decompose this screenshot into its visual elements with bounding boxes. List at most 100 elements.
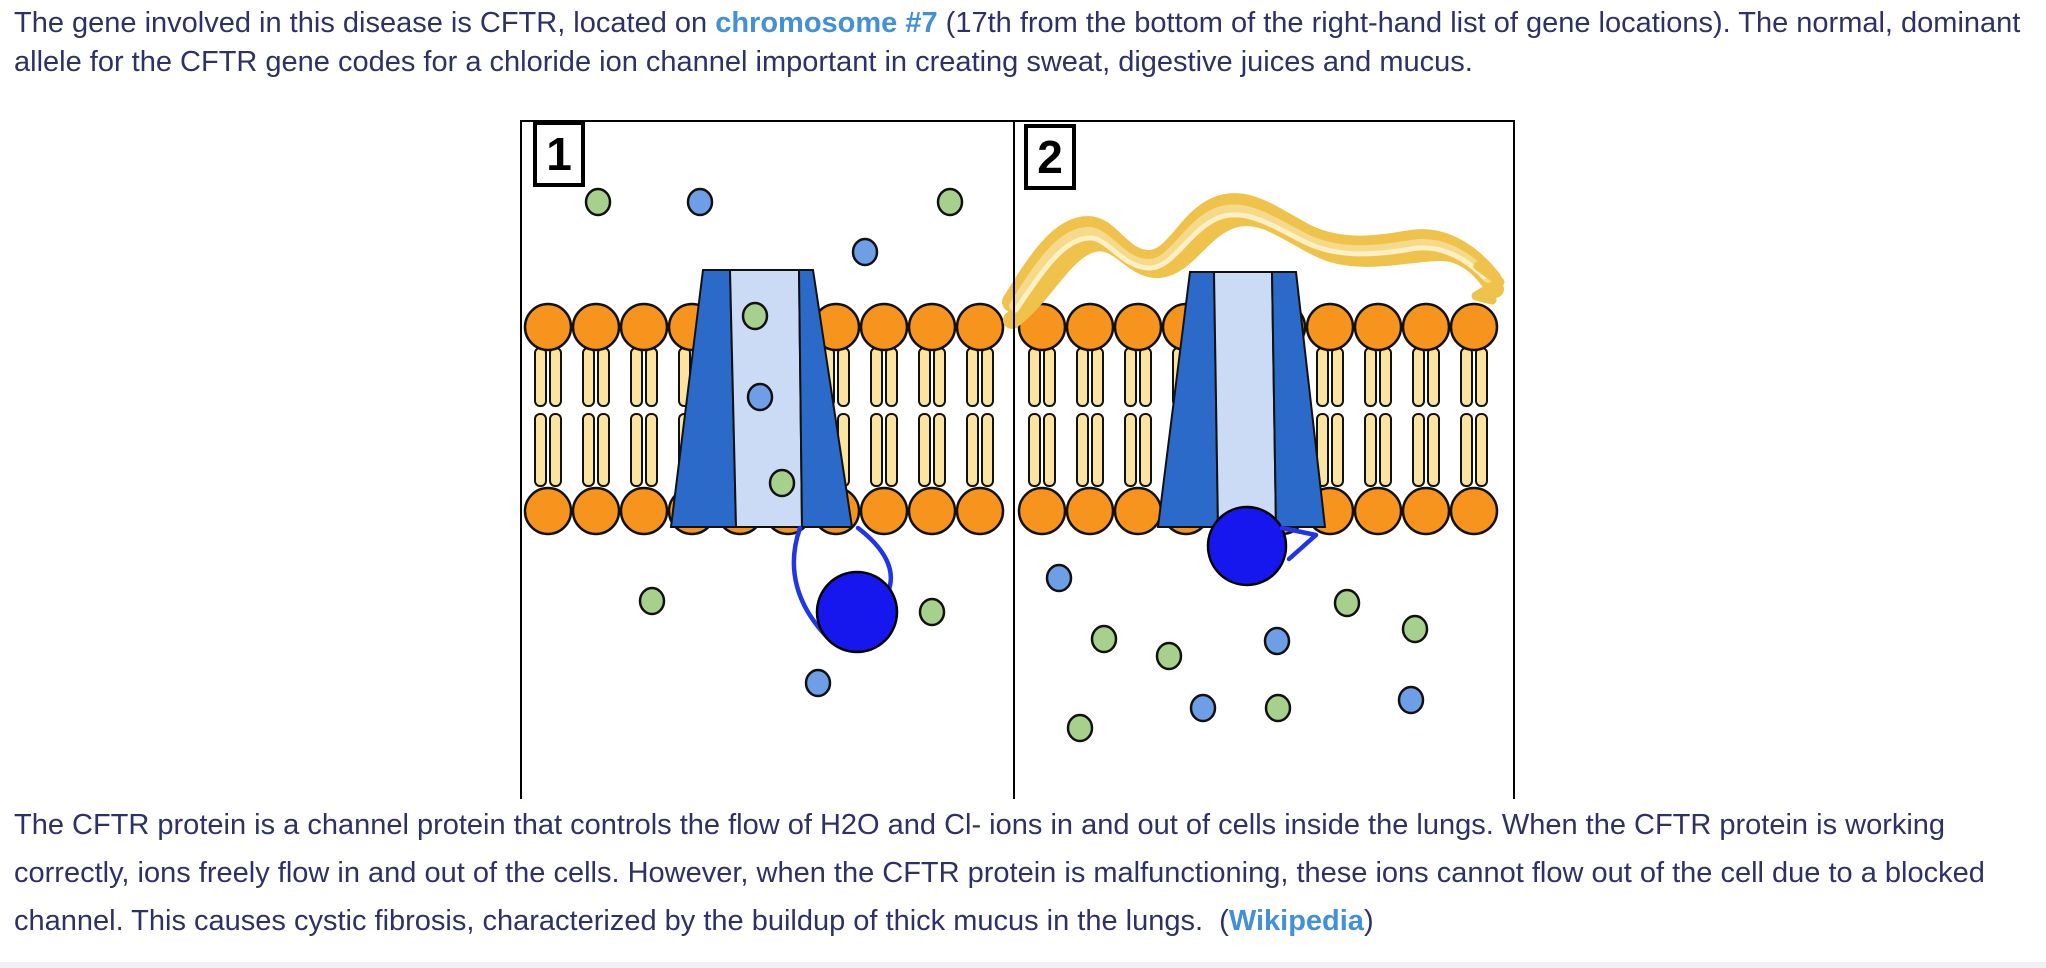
phospholipid-head <box>1353 302 1403 352</box>
phospholipid-head <box>523 302 573 352</box>
phospholipid-head <box>1065 486 1115 536</box>
phospholipid-tail <box>870 413 883 487</box>
green-ion <box>936 187 964 217</box>
phospholipid-tail <box>885 413 898 487</box>
green-ion <box>918 597 946 627</box>
wikipedia-link[interactable]: Wikipedia <box>1228 905 1364 937</box>
phospholipid-tail <box>1475 413 1488 487</box>
phospholipid-tail <box>1124 413 1137 487</box>
phospholipid-tail <box>1091 347 1104 407</box>
mucus-strand <box>1009 204 1493 311</box>
phospholipid-tail <box>1379 347 1392 407</box>
phospholipid-tail <box>1028 413 1041 487</box>
phospholipid-tail <box>1139 413 1152 487</box>
blue-ion <box>851 237 879 267</box>
green-ion <box>768 468 796 498</box>
panel-label: 1 <box>546 128 572 180</box>
phospholipid-tail <box>582 347 595 407</box>
phospholipid-tail <box>597 347 610 407</box>
phospholipid-tail <box>1091 413 1104 487</box>
phospholipid-tail <box>1460 413 1473 487</box>
phospholipid-head <box>1113 486 1163 536</box>
blue-ion <box>1189 693 1217 723</box>
phospholipid-head <box>907 302 957 352</box>
phospholipid-tail <box>933 413 946 487</box>
blue-ion <box>1045 563 1073 593</box>
phospholipid-tail <box>1331 347 1344 407</box>
phospholipid-head <box>1065 302 1115 352</box>
mucus-strand <box>1003 208 1504 329</box>
phospholipid-head <box>1449 302 1499 352</box>
phospholipid-head <box>1401 302 1451 352</box>
phospholipid-tail <box>1427 347 1440 407</box>
channel-protein-side <box>1270 271 1327 528</box>
green-ion <box>1090 624 1118 654</box>
phospholipid-tail <box>1316 347 1329 407</box>
body-text-before-link: The CFTR protein is a channel protein th… <box>14 809 1993 937</box>
blue-ion <box>686 187 714 217</box>
channel-pore <box>1212 271 1278 528</box>
phospholipid-tail <box>582 413 595 487</box>
phospholipid-tail <box>1364 413 1377 487</box>
bottom-divider <box>0 962 2046 968</box>
phospholipid-tail <box>1412 413 1425 487</box>
panel-label-box <box>533 121 585 187</box>
phospholipid-tail <box>1427 413 1440 487</box>
phospholipid-tail <box>597 413 610 487</box>
phospholipid-tail <box>1076 413 1089 487</box>
phospholipid-tail <box>1460 347 1473 407</box>
phospholipid-head <box>1017 486 1067 536</box>
phospholipid-tail <box>534 413 547 487</box>
phospholipid-tail <box>645 347 658 407</box>
phospholipid-tail <box>1124 347 1137 407</box>
channel-protein-side <box>797 269 854 528</box>
phospholipid-head <box>619 486 669 536</box>
phospholipid-tail <box>870 347 883 407</box>
intro-paragraph: The gene involved in this disease is CFT… <box>14 4 2034 82</box>
intro-text-after-link: (17th from the bottom of the right-hand … <box>14 7 2029 78</box>
phospholipid-tail <box>837 347 850 407</box>
phospholipid-tail <box>1028 347 1041 407</box>
green-ion <box>1066 713 1094 743</box>
phospholipid-head <box>955 302 1005 352</box>
phospholipid-tail <box>918 347 931 407</box>
blue-ion <box>1397 685 1425 715</box>
panel-label: 2 <box>1037 131 1063 183</box>
phospholipid-head <box>859 302 909 352</box>
phospholipid-head <box>1113 302 1163 352</box>
green-ion <box>584 187 612 217</box>
phospholipid-tail <box>630 413 643 487</box>
tether-strand <box>1279 525 1319 562</box>
phospholipid-tail <box>981 347 994 407</box>
phospholipid-tail <box>1475 347 1488 407</box>
phospholipid-head <box>1401 486 1451 536</box>
green-ion <box>638 586 666 616</box>
phospholipid-tail <box>1379 413 1392 487</box>
phospholipid-head <box>523 486 573 536</box>
green-ion <box>1155 641 1183 671</box>
phospholipid-head <box>571 486 621 536</box>
tether-strand <box>855 525 894 595</box>
blue-ion <box>1263 626 1291 656</box>
phospholipid-tail <box>549 347 562 407</box>
phospholipid-head <box>571 302 621 352</box>
phospholipid-tail <box>1331 413 1344 487</box>
blue-ion <box>746 382 774 412</box>
channel-protein-side <box>1156 271 1220 528</box>
phospholipid-tail <box>966 347 979 407</box>
body-text-after-link: ) <box>1363 905 1374 937</box>
channel-gate-ball <box>815 570 899 654</box>
phospholipid-tail <box>966 413 979 487</box>
intro-text-before-link: The gene involved in this disease is CFT… <box>14 7 716 39</box>
phospholipid-tail <box>645 413 658 487</box>
chromosome-7-link[interactable]: chromosome #7 <box>715 7 938 39</box>
mucus-strand <box>1471 261 1505 305</box>
phospholipid-tail <box>933 347 946 407</box>
phospholipid-tail <box>1139 347 1152 407</box>
phospholipid-tail <box>1043 413 1056 487</box>
phospholipid-tail <box>918 413 931 487</box>
phospholipid-tail <box>981 413 994 487</box>
phospholipid-tail <box>630 347 643 407</box>
